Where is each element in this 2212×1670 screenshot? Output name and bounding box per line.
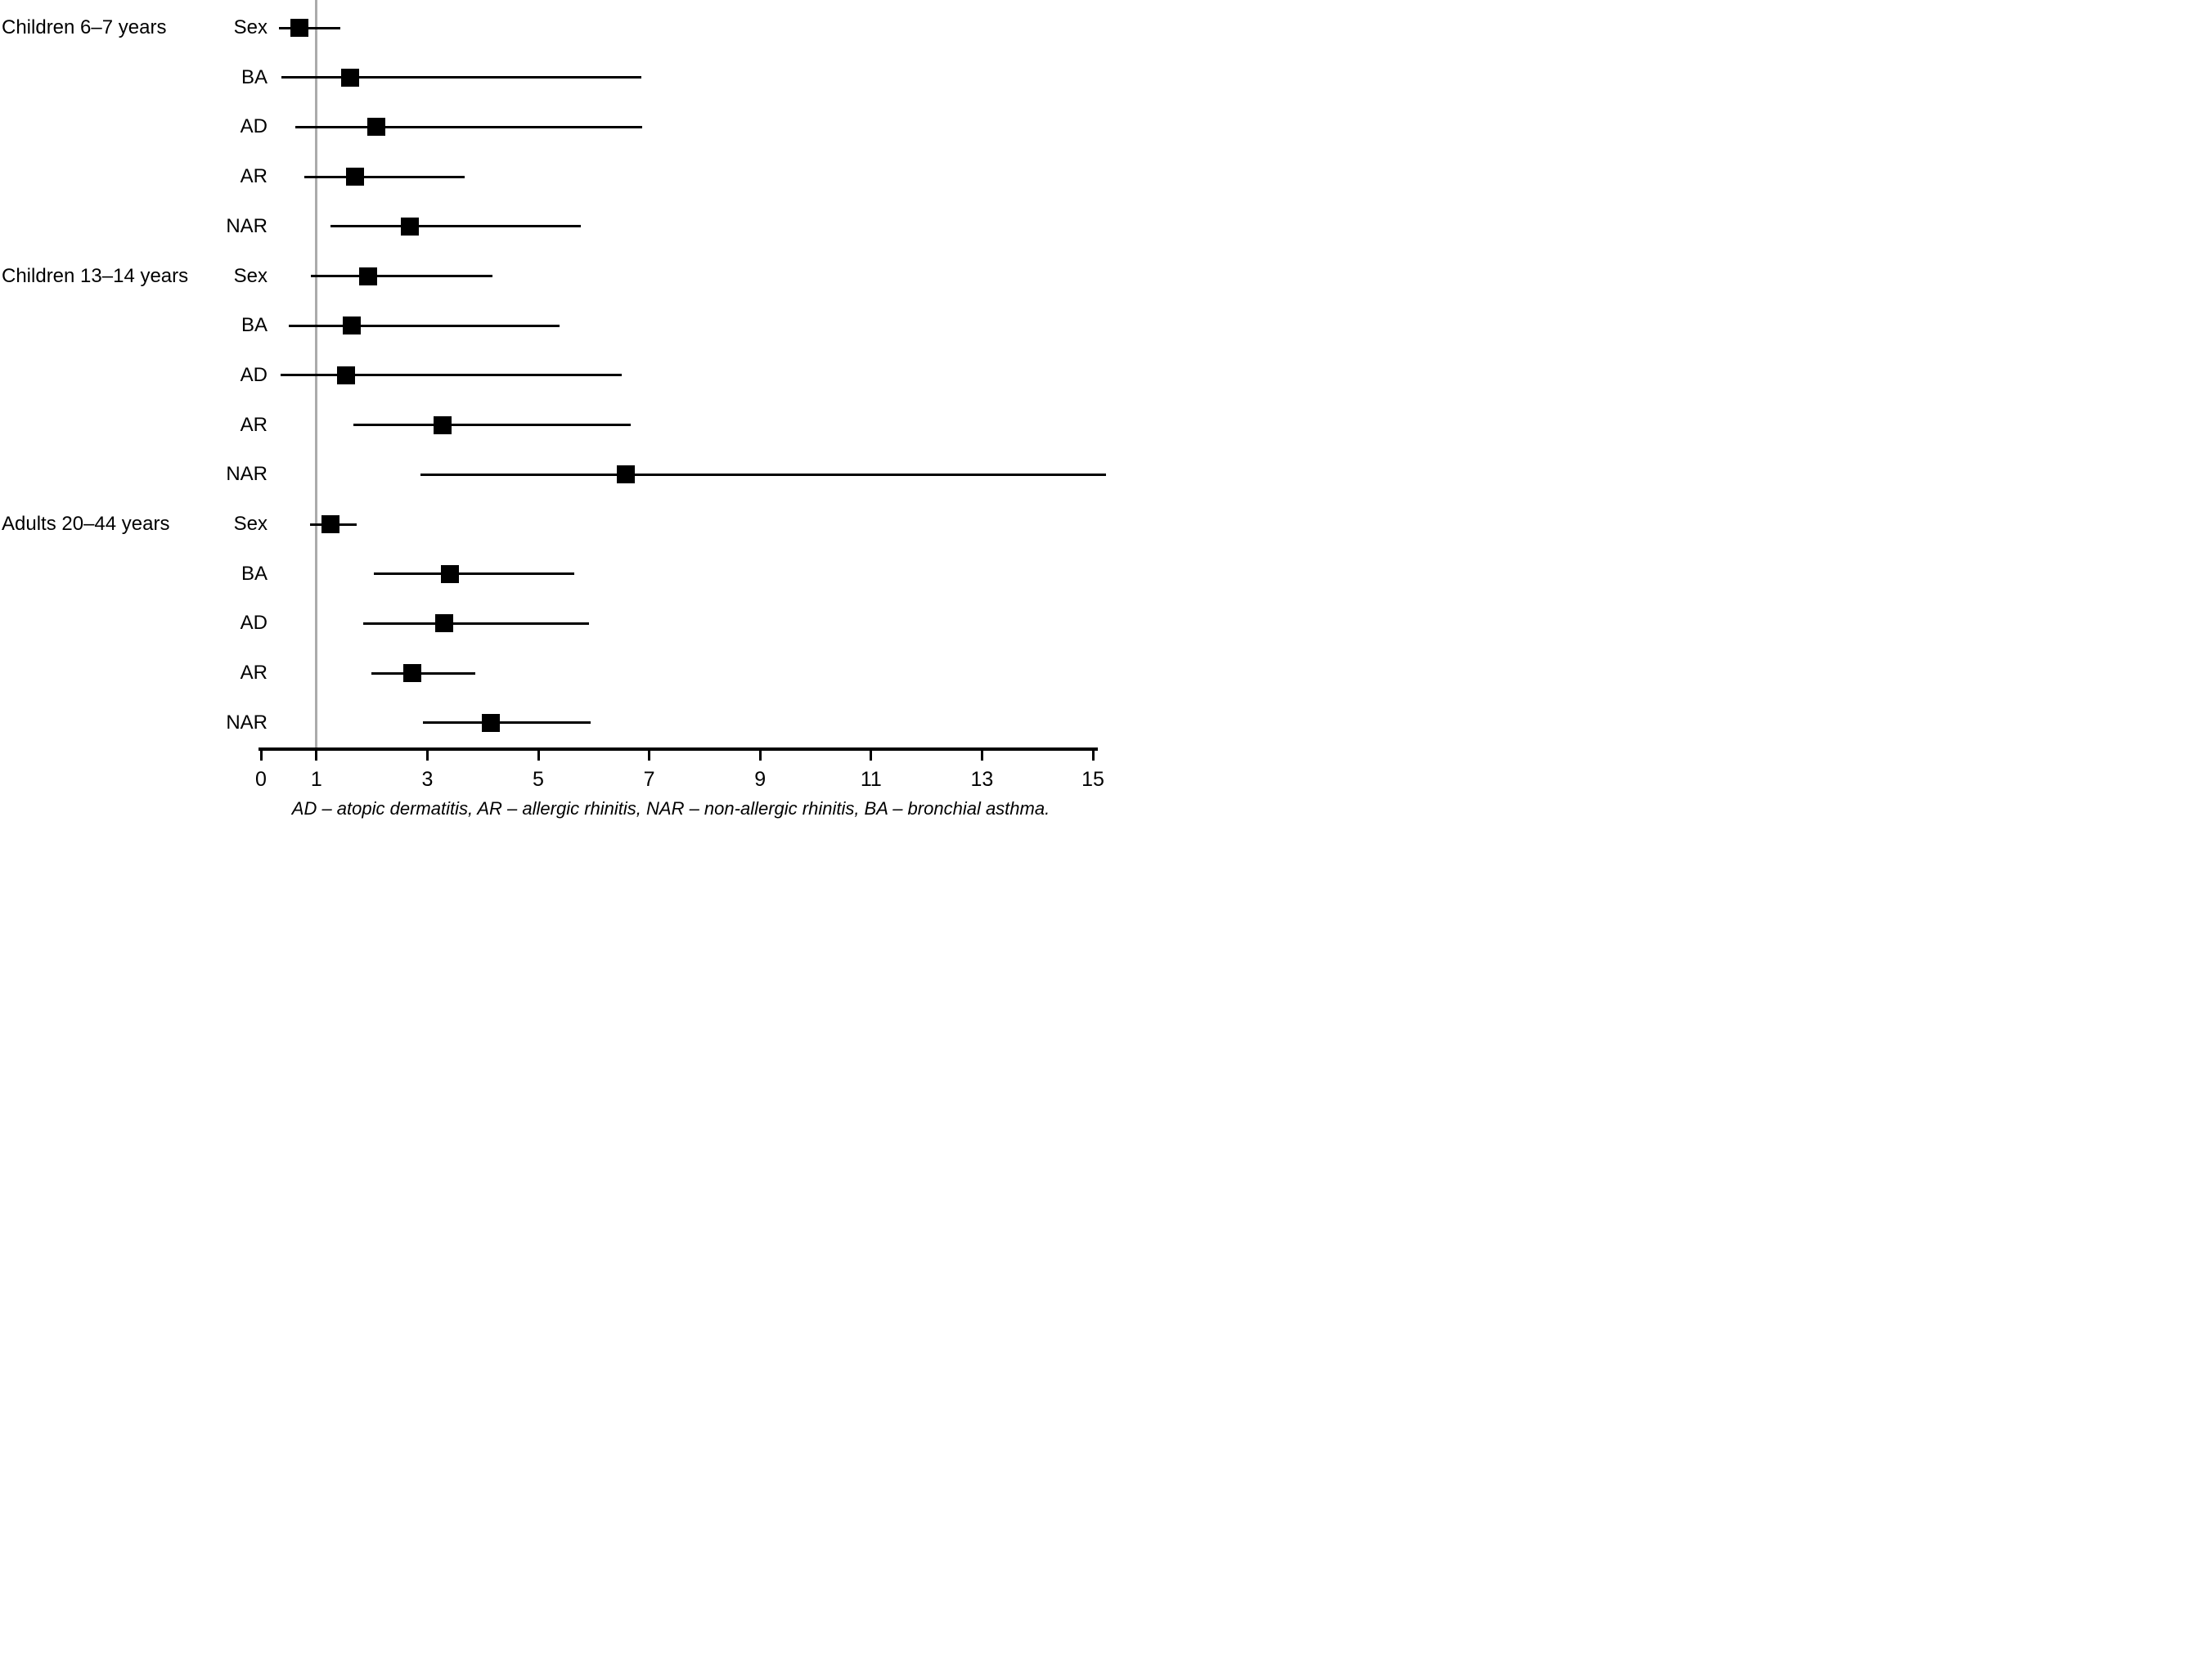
row-label: NAR	[226, 463, 268, 486]
or-marker	[434, 614, 453, 633]
ci-line	[330, 225, 581, 228]
ci-line	[295, 125, 643, 128]
x-axis-tick	[425, 751, 429, 761]
or-marker	[440, 564, 459, 583]
x-axis-tick-label: 11	[860, 768, 882, 791]
x-axis-tick-label: 0	[255, 768, 267, 791]
row-label: BA	[241, 314, 268, 337]
row-label: AD	[240, 115, 268, 138]
ci-line	[371, 671, 475, 675]
row-label: Sex	[233, 264, 268, 287]
or-marker	[345, 168, 364, 186]
row-label: Sex	[233, 16, 268, 38]
x-axis-tick	[537, 751, 540, 761]
x-axis-tick-label: 1	[310, 768, 322, 791]
row-label: AD	[240, 363, 268, 386]
row-label: AR	[240, 662, 268, 685]
or-marker	[434, 415, 452, 434]
x-axis-tick	[758, 751, 762, 761]
ci-line	[420, 473, 1106, 476]
row-label: AR	[240, 165, 268, 188]
row-label: NAR	[226, 711, 268, 734]
x-axis-line	[259, 747, 1098, 751]
or-marker	[341, 68, 360, 87]
footnote: AD – atopic dermatitis, AR – allergic rh…	[291, 798, 1050, 819]
ci-line	[362, 622, 589, 625]
x-axis-tick-label: 15	[1081, 768, 1104, 791]
x-axis-tick-label: 7	[643, 768, 655, 791]
group-label: Children 6–7 years	[2, 16, 167, 38]
ci-line	[311, 275, 492, 277]
group-label: Children 13–14 years	[2, 264, 189, 287]
row-label: NAR	[226, 214, 268, 237]
x-axis-tick-label: 5	[533, 768, 544, 791]
x-axis-tick	[315, 751, 318, 761]
x-axis-tick	[980, 751, 983, 761]
x-axis-tick	[648, 751, 651, 761]
x-axis-tick-label: 9	[754, 768, 767, 791]
row-label: Sex	[233, 513, 268, 535]
ci-line	[303, 175, 465, 178]
or-marker	[367, 118, 386, 137]
or-marker	[358, 267, 377, 285]
x-axis-tick	[1091, 751, 1095, 761]
or-marker	[403, 664, 422, 683]
or-marker	[617, 465, 636, 484]
ci-line	[422, 721, 591, 725]
group-label: Adults 20–44 years	[2, 513, 170, 535]
row-label: BA	[241, 562, 268, 585]
row-label: BA	[241, 65, 268, 88]
or-marker	[342, 316, 361, 335]
ci-line	[353, 424, 632, 427]
row-label: AD	[240, 612, 268, 635]
ci-line	[281, 76, 642, 79]
or-marker	[401, 217, 420, 236]
x-axis-tick	[870, 751, 873, 761]
or-marker	[337, 366, 356, 384]
ci-line	[278, 26, 340, 29]
ci-line	[373, 572, 575, 576]
ci-line	[288, 324, 560, 327]
reference-line	[315, 0, 318, 747]
or-marker	[290, 19, 308, 37]
forest-plot-figure: Children 6–7 years Sex BA AD AR NAR Children 1…	[0, 0, 1106, 835]
ci-line	[280, 374, 623, 377]
row-label: AR	[240, 413, 268, 436]
x-axis: 0 1 3 5 7 9 11 13 15	[0, 0, 1106, 835]
x-axis-tick-label: 3	[421, 768, 434, 791]
or-marker	[481, 713, 500, 732]
plot-area: Children 6–7 years Sex BA AD AR NAR Children 1…	[0, 0, 1106, 835]
x-axis-tick	[259, 751, 263, 761]
x-axis-tick-label: 13	[970, 768, 994, 791]
or-marker	[321, 515, 339, 533]
